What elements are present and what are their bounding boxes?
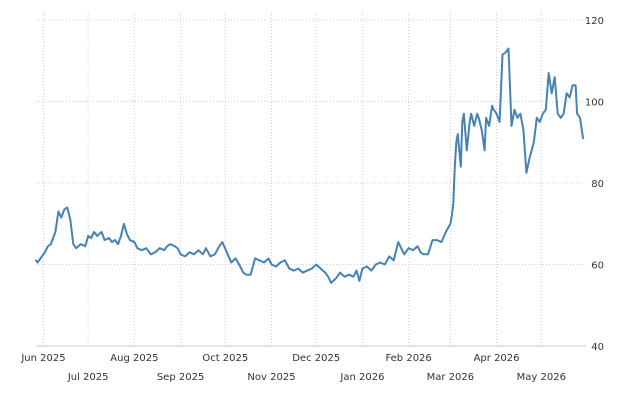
x-tick-label: Jul 2025 <box>67 372 109 383</box>
grid <box>36 12 586 347</box>
x-tick-label: Jan 2026 <box>339 372 384 383</box>
x-tick-label: Feb 2026 <box>385 353 431 364</box>
x-tick-label: Mar 2026 <box>427 372 475 383</box>
y-tick-label: 100 <box>585 98 604 109</box>
series-group <box>35 47 584 284</box>
y-tick-label: 80 <box>591 179 604 190</box>
x-tick-label: Oct 2025 <box>202 353 248 364</box>
x-tick-label: Aug 2025 <box>110 353 158 364</box>
series-line-0 <box>35 47 584 284</box>
x-tick-label: Sep 2025 <box>157 372 204 383</box>
x-tick-label: May 2026 <box>517 372 566 383</box>
y-tick-label: 60 <box>591 261 604 272</box>
y-axis-ticks: 40 60 80 100 120 <box>585 16 604 353</box>
x-tick-label: Jun 2025 <box>20 353 65 364</box>
y-tick-label: 40 <box>591 342 604 353</box>
x-tick-label: Apr 2026 <box>474 353 520 364</box>
x-tick-label: Nov 2025 <box>247 372 295 383</box>
y-tick-label: 120 <box>585 16 604 27</box>
x-tick-label: Dec 2025 <box>292 353 340 364</box>
